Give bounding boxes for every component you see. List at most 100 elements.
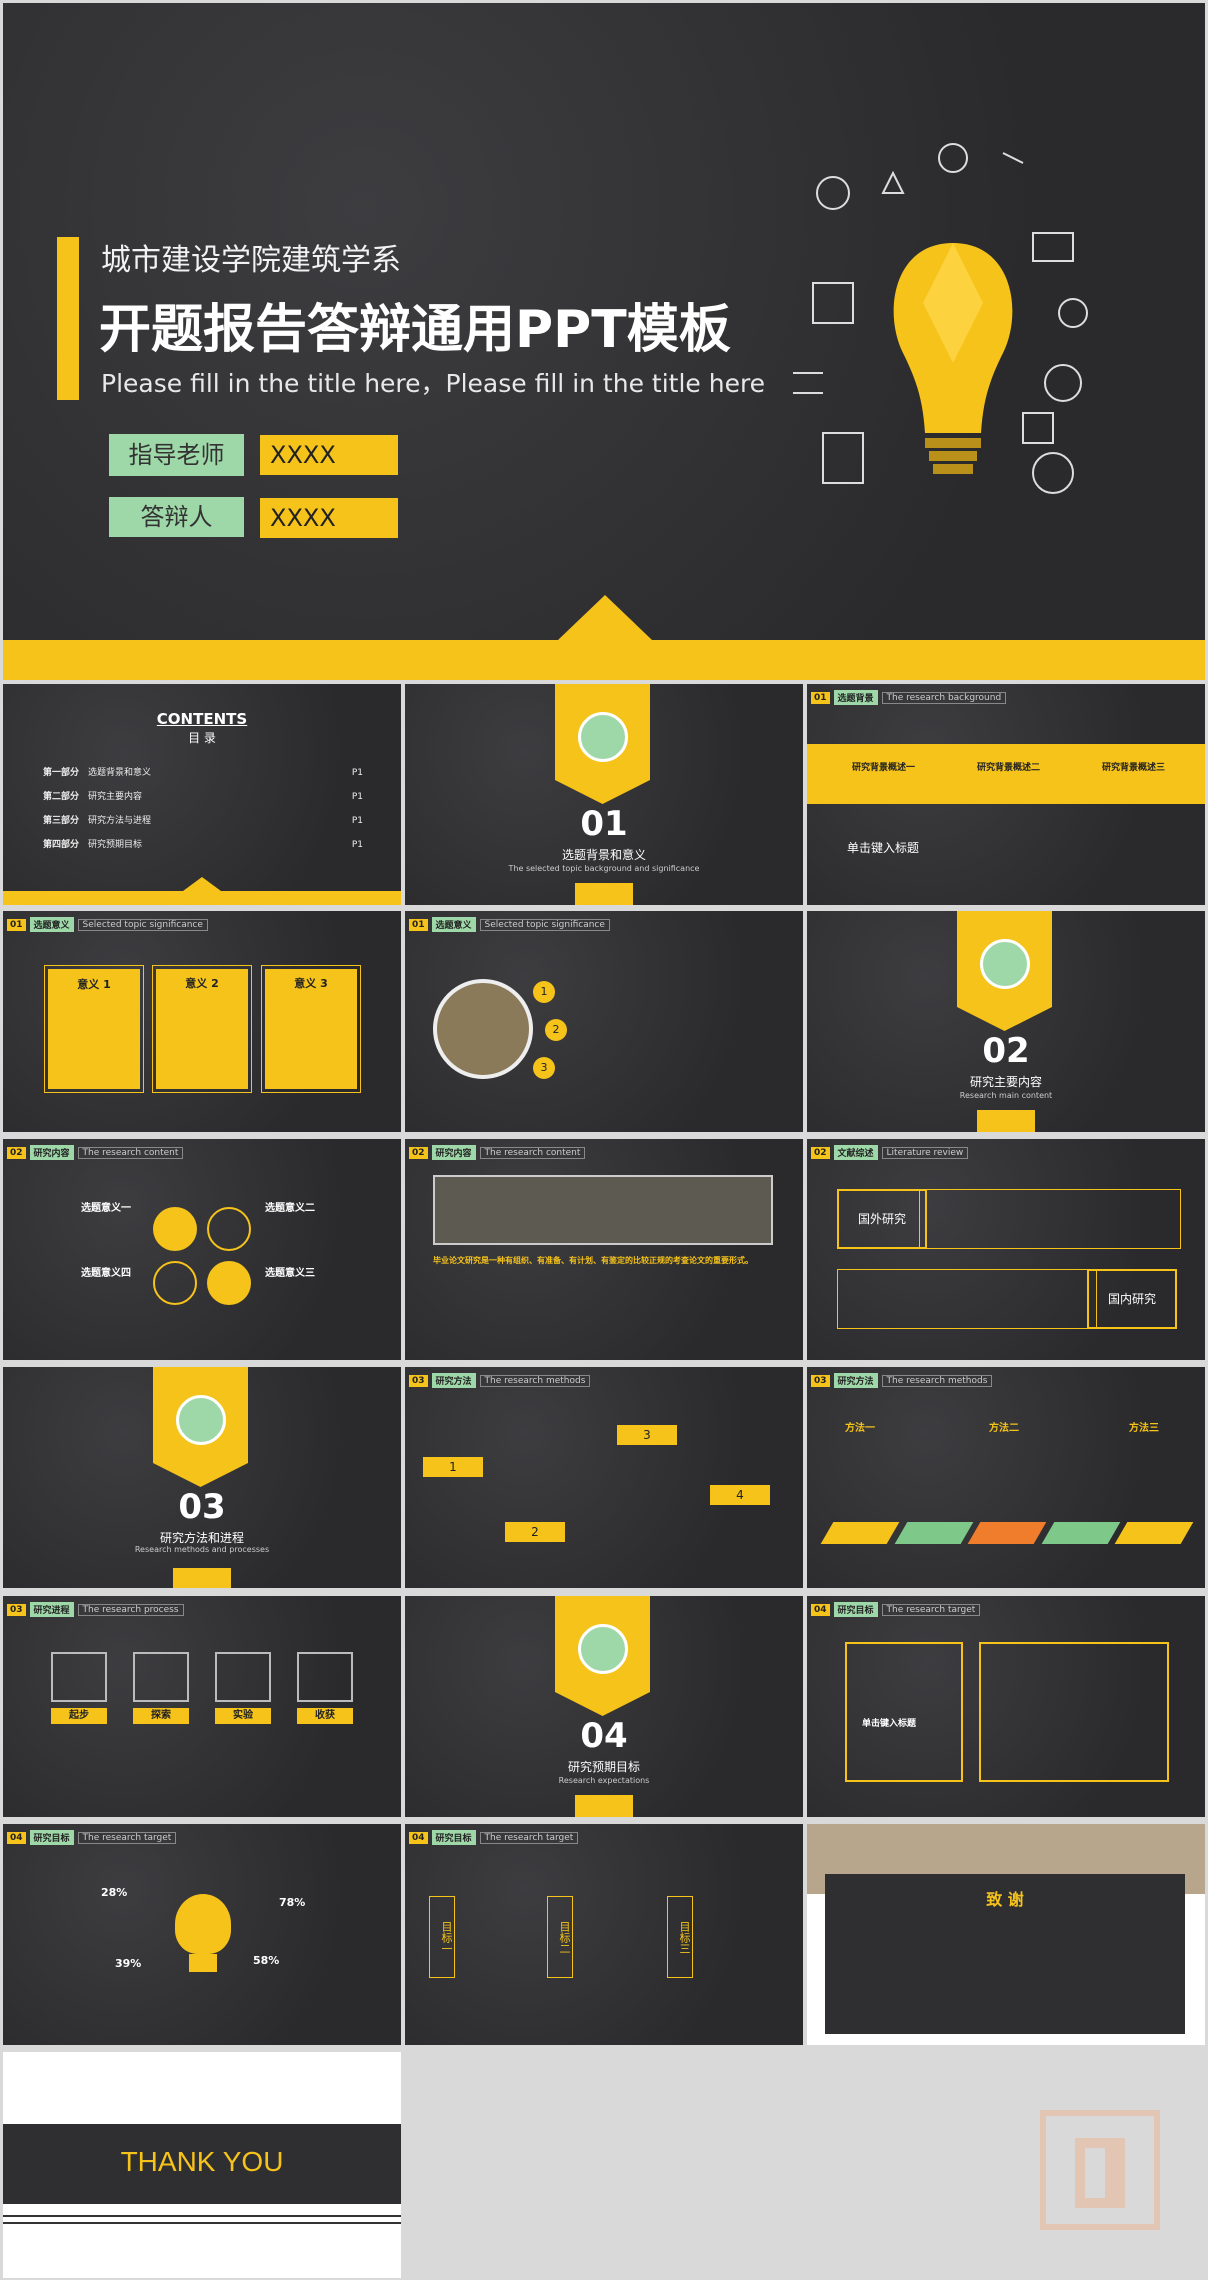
cover-title: 开题报告答辩通用PPT模板 [99,300,731,360]
section-04-slide[interactable]: 04 研究预期目标 Research expectations [405,1596,803,1817]
foreign-text [919,1189,1181,1249]
slide-header: 01 选题背景 The research background [811,690,1007,705]
significance-slide[interactable]: 01 选题意义 Selected topic significance 意义 1 意… [3,911,401,1132]
contents-title: CONTENTS [156,710,248,728]
photo-circle [433,979,533,1079]
thanks-title: 致 谢 [986,1890,1024,1909]
section-01-slide[interactable]: 01 选题背景和意义 The selected topic background… [405,684,803,905]
thanks-slide[interactable]: 致 谢 [807,1824,1205,2045]
section-number: 04 [580,1716,628,1756]
lightbulb-icon [793,143,1088,494]
methods-flow-slide[interactable]: 03 研究方法 The research methods 1 2 3 4 [405,1367,803,1588]
contents-list: 第一部分 选题背景和意义 P1 第二部分 研究主要内容 P1 第三部分 研究方法与进… [43,768,363,850]
process-step: 实验 [215,1708,271,1724]
target-percent-slide[interactable]: 04 研究目标 The research target 28% 78% 39% 58… [3,1824,401,2045]
logo-watermark [1040,2110,1160,2230]
contents-label: 选题背景和意义 [88,768,152,778]
footer-bar [3,640,1205,680]
cover-subtitle: 城市建设学院建筑学系 [101,243,401,278]
content-slide-2[interactable]: 02 研究内容 The research content 毕业论文研究是一种有组织、… [405,1139,803,1360]
search-icon [133,1652,189,1702]
method-title: 方法三 [1129,1423,1159,1434]
contents-part: 第二部分 [43,792,80,802]
click-title: 单击键入标题 [847,841,920,855]
contents-page: P1 [351,768,363,778]
card: 意义 2 [152,965,252,1093]
num-badge: 2 [545,1019,567,1041]
content-item: 选题意义一 [81,1203,131,1214]
content-slide[interactable]: 02 研究内容 The research content 选题意义一 选题意义二 选… [3,1139,401,1360]
slide-header: 01 选题意义 Selected topic significance [409,917,610,932]
content-banner: 毕业论文研究是一种有组织、有准备、有计划、有鉴定的比较正规的考查论文的重要形式。 [433,1256,753,1265]
goal-label: 目标一 [429,1896,455,1978]
card: 意义 3 [261,965,361,1093]
process-step: 探索 [133,1708,189,1724]
contents-slide[interactable]: CONTENTS 目 录 第一部分 选题背景和意义 P1 第二部分 研究主要内容 P… [3,684,401,905]
step-box: 2 [505,1522,565,1542]
slide-header: 04 研究目标 The research target [409,1830,579,1845]
section-english: Research main content [959,1091,1053,1100]
method-title: 方法二 [989,1423,1019,1434]
percent: 58% [253,1954,280,1967]
target-slide[interactable]: 04 研究目标 The research target 单击键入标题 [807,1596,1205,1817]
section-bar [173,1568,231,1588]
slide-header: 04 研究目标 The research target [811,1602,981,1617]
divider [3,2222,401,2224]
lightbulb-icon [175,1894,231,1954]
process-step: 起步 [51,1708,107,1724]
goal-label: 目标二 [547,1896,573,1978]
content-item: 选题意义四 [81,1268,131,1279]
slide-header: 04 研究目标 The research target [7,1830,177,1845]
bg-item: 研究背景概述三 [1102,763,1166,773]
slide-header: 03 研究方法 The research methods [811,1373,993,1388]
section-title: 研究主要内容 [969,1075,1042,1089]
section-bar [575,1795,633,1817]
methods-slide[interactable]: 03 研究方法 The research methods 方法一 方法二 方法三 [807,1367,1205,1588]
card-title: 意义 3 [294,977,328,990]
percent: 28% [101,1886,128,1899]
content-item: 选题意义三 [265,1268,315,1279]
slide-header: 02 研究内容 The research content [409,1145,586,1160]
review-slide[interactable]: 02 文献综述 Literature review 国外研究 国内研究 [807,1139,1205,1360]
contents-label: 研究主要内容 [88,792,143,802]
section-number: 01 [580,804,628,844]
content-item: 选题意义二 [265,1203,315,1214]
money-bag-icon [297,1652,353,1702]
slide-header: 02 研究内容 The research content [7,1145,184,1160]
background-slide[interactable]: 01 选题背景 The research background 研究背景概述一 研究… [807,684,1205,905]
card-title: 意义 1 [77,978,111,991]
cover-slide[interactable]: 城市建设学院建筑学系 开题报告答辩通用PPT模板 Please fill in … [3,3,1205,680]
footer-arrow [183,877,221,891]
book-icon [207,1207,251,1251]
check-icon [578,1624,628,1674]
goals-slide[interactable]: 04 研究目标 The research target 目标一 目标二 目标三 [405,1824,803,2045]
cover-english: Please fill in the title here，Please fil… [101,369,766,398]
target-title: 单击键入标题 [862,1719,917,1729]
section-02-slide[interactable]: 02 研究主要内容 Research main content [807,911,1205,1132]
thank-you-slide[interactable]: THANK YOU [3,2052,401,2278]
contents-part: 第三部分 [43,816,80,826]
card: 意义 1 [44,965,144,1093]
section-english: Research methods and processes [134,1545,270,1554]
process-slide[interactable]: 03 研究进程 The research process 起步 探索 实验 收获 [3,1596,401,1817]
slide-header: 03 研究进程 The research process [7,1602,184,1617]
bg-item: 研究背景概述二 [977,763,1041,773]
domestic-text [837,1269,1097,1329]
num-badge: 1 [533,981,555,1003]
search-icon [153,1207,197,1251]
section-title: 研究预期目标 [567,1760,640,1774]
check-icon [980,939,1030,989]
contents-part: 第一部分 [43,768,80,778]
section-english: Research expectations [558,1776,650,1785]
contents-page: P1 [351,792,363,802]
step-box: 1 [423,1457,483,1477]
bulb-base [189,1954,217,1972]
briefcase-icon [207,1261,251,1305]
percent: 78% [279,1896,306,1909]
significance-slide-2[interactable]: 01 选题意义 Selected topic significance 1 2 3 [405,911,803,1132]
contents-page: P1 [351,816,363,826]
slide-header: 02 文献综述 Literature review [811,1145,969,1160]
foreign-box: 国外研究 [837,1189,927,1249]
section-03-slide[interactable]: 03 研究方法和进程 Research methods and processe… [3,1367,401,1588]
section-bar [977,1110,1035,1132]
